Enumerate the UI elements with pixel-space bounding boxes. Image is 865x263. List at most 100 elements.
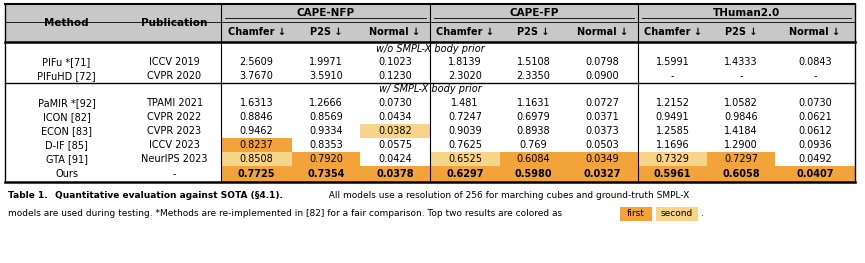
Text: 0.8353: 0.8353 bbox=[309, 140, 343, 150]
Text: 1.6313: 1.6313 bbox=[240, 98, 273, 108]
Text: w/o SMPL-X body prior: w/o SMPL-X body prior bbox=[375, 43, 484, 53]
Text: ICCV 2019: ICCV 2019 bbox=[149, 57, 200, 67]
Text: CVPR 2023: CVPR 2023 bbox=[147, 126, 202, 136]
Text: -: - bbox=[740, 71, 743, 81]
Text: -: - bbox=[670, 71, 674, 81]
Text: 0.0936: 0.0936 bbox=[798, 140, 832, 150]
Bar bbox=[221, 152, 292, 166]
Bar bbox=[360, 124, 430, 138]
Text: .: . bbox=[701, 210, 704, 219]
Text: Normal ↓: Normal ↓ bbox=[577, 27, 628, 37]
Text: 0.0424: 0.0424 bbox=[378, 154, 412, 164]
Text: CVPR 2022: CVPR 2022 bbox=[147, 112, 202, 122]
Text: CVPR 2020: CVPR 2020 bbox=[147, 71, 202, 81]
Bar bbox=[620, 207, 652, 221]
Text: ICON [82]: ICON [82] bbox=[42, 112, 91, 122]
Text: -: - bbox=[173, 169, 176, 179]
Text: 2.3020: 2.3020 bbox=[448, 71, 482, 81]
Text: 0.5961: 0.5961 bbox=[654, 169, 691, 179]
Text: 0.7297: 0.7297 bbox=[724, 154, 758, 164]
Text: Chamfer ↓: Chamfer ↓ bbox=[436, 27, 494, 37]
Bar bbox=[656, 207, 698, 221]
Text: 0.0327: 0.0327 bbox=[584, 169, 621, 179]
Text: 0.0407: 0.0407 bbox=[797, 169, 834, 179]
Text: 2.3350: 2.3350 bbox=[516, 71, 550, 81]
Text: 0.0349: 0.0349 bbox=[586, 154, 619, 164]
Text: second: second bbox=[661, 210, 693, 219]
Text: 1.5991: 1.5991 bbox=[656, 57, 689, 67]
Text: 0.9039: 0.9039 bbox=[448, 126, 482, 136]
Text: 0.0378: 0.0378 bbox=[376, 169, 413, 179]
Text: Table 1.: Table 1. bbox=[8, 191, 51, 200]
Text: 0.8569: 0.8569 bbox=[309, 112, 343, 122]
Text: Ours: Ours bbox=[55, 169, 78, 179]
Bar bbox=[638, 152, 707, 166]
Text: 1.0582: 1.0582 bbox=[724, 98, 758, 108]
Text: PIFuHD [72]: PIFuHD [72] bbox=[37, 71, 96, 81]
Text: 0.5980: 0.5980 bbox=[515, 169, 553, 179]
Text: CAPE-FP: CAPE-FP bbox=[509, 8, 559, 18]
Text: P2S ↓: P2S ↓ bbox=[517, 27, 550, 37]
Text: 1.2585: 1.2585 bbox=[656, 126, 689, 136]
Text: 0.0575: 0.0575 bbox=[378, 140, 412, 150]
Text: 1.2900: 1.2900 bbox=[724, 140, 758, 150]
Text: GTA [91]: GTA [91] bbox=[46, 154, 87, 164]
Text: 0.0843: 0.0843 bbox=[798, 57, 832, 67]
Text: PaMIR *​[92]: PaMIR *​[92] bbox=[37, 98, 95, 108]
Text: 0.6058: 0.6058 bbox=[722, 169, 759, 179]
Text: 0.0612: 0.0612 bbox=[798, 126, 832, 136]
Text: Chamfer ↓: Chamfer ↓ bbox=[644, 27, 702, 37]
Text: Quantitative evaluation against SOTA (§4.1).: Quantitative evaluation against SOTA (§4… bbox=[55, 191, 283, 200]
Text: 0.9846: 0.9846 bbox=[724, 112, 758, 122]
Text: 3.7670: 3.7670 bbox=[240, 71, 273, 81]
Text: 0.769: 0.769 bbox=[520, 140, 548, 150]
Text: 0.0373: 0.0373 bbox=[586, 126, 619, 136]
Text: 1.481: 1.481 bbox=[452, 98, 478, 108]
Text: 1.5108: 1.5108 bbox=[516, 57, 550, 67]
Text: 0.0503: 0.0503 bbox=[586, 140, 619, 150]
Bar bbox=[292, 152, 360, 166]
Text: P2S ↓: P2S ↓ bbox=[310, 27, 343, 37]
Bar bbox=[5, 4, 855, 42]
Text: 0.8237: 0.8237 bbox=[240, 140, 273, 150]
Text: 0.6297: 0.6297 bbox=[446, 169, 484, 179]
Bar bbox=[707, 152, 775, 166]
Text: 0.0434: 0.0434 bbox=[378, 112, 412, 122]
Text: 1.9971: 1.9971 bbox=[309, 57, 343, 67]
Text: 1.8139: 1.8139 bbox=[448, 57, 482, 67]
Bar bbox=[430, 152, 500, 166]
Text: 0.6979: 0.6979 bbox=[516, 112, 550, 122]
Text: 1.1696: 1.1696 bbox=[656, 140, 689, 150]
Text: 0.9334: 0.9334 bbox=[309, 126, 343, 136]
Text: 2.5609: 2.5609 bbox=[240, 57, 273, 67]
Text: CAPE-NFP: CAPE-NFP bbox=[297, 8, 355, 18]
Text: TPAMI 2021: TPAMI 2021 bbox=[146, 98, 203, 108]
Text: 0.7920: 0.7920 bbox=[309, 154, 343, 164]
Bar bbox=[567, 152, 638, 166]
Bar bbox=[500, 152, 567, 166]
Text: 0.7354: 0.7354 bbox=[307, 169, 345, 179]
Text: 0.7625: 0.7625 bbox=[448, 140, 482, 150]
Text: Publication: Publication bbox=[141, 18, 208, 28]
Text: All models use a resolution of 256 for marching cubes and ground-truth SMPL-X: All models use a resolution of 256 for m… bbox=[323, 191, 689, 200]
Text: ICCV 2023: ICCV 2023 bbox=[149, 140, 200, 150]
Text: 0.0621: 0.0621 bbox=[798, 112, 832, 122]
Text: 0.0730: 0.0730 bbox=[378, 98, 412, 108]
Text: models are used during testing. *Methods are re-implemented in [82] for a fair c: models are used during testing. *Methods… bbox=[8, 210, 562, 219]
Text: P2S ↓: P2S ↓ bbox=[725, 27, 757, 37]
Text: ECON [83]: ECON [83] bbox=[41, 126, 92, 136]
Text: 0.7247: 0.7247 bbox=[448, 112, 482, 122]
Text: 0.1230: 0.1230 bbox=[378, 71, 412, 81]
Text: 0.0382: 0.0382 bbox=[378, 126, 412, 136]
Text: 0.0371: 0.0371 bbox=[586, 112, 619, 122]
Text: -: - bbox=[813, 71, 817, 81]
Text: THuman2.0: THuman2.0 bbox=[713, 8, 780, 18]
Text: 0.0492: 0.0492 bbox=[798, 154, 832, 164]
Text: Normal ↓: Normal ↓ bbox=[790, 27, 841, 37]
Text: D-IF [85]: D-IF [85] bbox=[45, 140, 88, 150]
Text: 0.6525: 0.6525 bbox=[448, 154, 482, 164]
Text: 0.6084: 0.6084 bbox=[516, 154, 550, 164]
Text: Method: Method bbox=[44, 18, 89, 28]
Bar bbox=[5, 4, 855, 182]
Text: 0.0730: 0.0730 bbox=[798, 98, 832, 108]
